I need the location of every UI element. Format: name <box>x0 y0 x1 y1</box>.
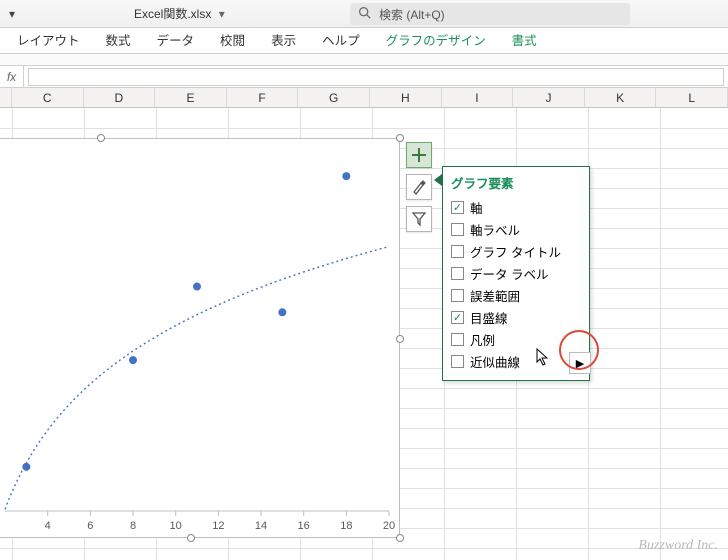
col-header[interactable]: F <box>227 88 299 107</box>
col-header[interactable]: K <box>585 88 657 107</box>
tab-view[interactable]: 表示 <box>258 28 309 54</box>
tab-review[interactable]: 校閲 <box>207 28 258 54</box>
svg-text:6: 6 <box>87 520 93 532</box>
svg-text:14: 14 <box>255 520 267 532</box>
chart-element-label: 軸ラベル <box>470 220 520 239</box>
chart-element-label: グラフ タイトル <box>470 242 561 261</box>
col-header[interactable]: D <box>84 88 156 107</box>
chart-element-item[interactable]: ✓ 目盛線 <box>451 306 581 328</box>
chart-element-item[interactable]: データ ラベル <box>451 262 581 284</box>
chart-element-item[interactable]: 軸ラベル <box>451 218 581 240</box>
worksheet[interactable]: 468101214161820 グラフ要素 ✓軸軸ラベルグラフ タイトルデータ … <box>0 108 728 560</box>
chart-element-item[interactable]: 凡例 <box>451 328 581 350</box>
chart-element-item[interactable]: 近似曲線 <box>451 350 581 372</box>
chart-styles-button[interactable] <box>406 174 432 200</box>
checkbox[interactable] <box>451 223 464 236</box>
chart-element-item[interactable]: ✓軸 <box>451 196 581 218</box>
svg-text:18: 18 <box>340 520 352 532</box>
chart-element-label: 近似曲線 <box>470 352 520 371</box>
search-placeholder: 検索 (Alt+Q) <box>379 6 445 23</box>
svg-text:20: 20 <box>383 520 395 532</box>
chart-handle-tr[interactable] <box>396 134 404 142</box>
chart-elements-flyout: グラフ要素 ✓軸軸ラベルグラフ タイトルデータ ラベル誤差範囲✓目盛線凡例近似曲… <box>442 166 590 381</box>
checkbox[interactable] <box>451 289 464 302</box>
quickaccess-dropdown-icon[interactable]: ▾ <box>0 7 24 21</box>
col-header[interactable]: L <box>656 88 728 107</box>
watermark: Buzzword Inc. <box>638 538 718 554</box>
formula-input[interactable] <box>28 68 724 86</box>
filename[interactable]: Excel関数.xlsx ▾ <box>134 5 225 22</box>
filename-text: Excel関数.xlsx <box>134 7 211 21</box>
chart-handle-top[interactable] <box>97 134 105 142</box>
svg-text:16: 16 <box>298 520 310 532</box>
column-headers: C D E F G H I J K L <box>0 88 728 108</box>
chart-element-item[interactable]: 誤差範囲 <box>451 284 581 306</box>
ribbon-strip <box>0 54 728 66</box>
col-header[interactable]: H <box>370 88 442 107</box>
tab-chart-format[interactable]: 書式 <box>499 28 550 54</box>
chart-element-label: 軸 <box>470 198 483 217</box>
title-bar: ▾ Excel関数.xlsx ▾ 検索 (Alt+Q) <box>0 0 728 28</box>
flyout-arrow-icon <box>434 174 442 186</box>
chart-filters-button[interactable] <box>406 206 432 232</box>
checkbox[interactable]: ✓ <box>451 311 464 324</box>
flyout-submenu-arrow[interactable]: ▶ <box>569 352 591 374</box>
flyout-title: グラフ要素 <box>451 173 581 192</box>
checkbox[interactable] <box>451 245 464 258</box>
col-header[interactable]: C <box>12 88 84 107</box>
chart-handle-br[interactable] <box>396 534 404 542</box>
ribbon-tabs: レイアウト 数式 データ 校閲 表示 ヘルプ グラフのデザイン 書式 <box>0 28 728 54</box>
col-header-blank[interactable] <box>0 88 12 107</box>
checkbox[interactable]: ✓ <box>451 201 464 214</box>
tab-data[interactable]: データ <box>144 28 208 54</box>
tab-help[interactable]: ヘルプ <box>309 28 373 54</box>
search-box[interactable]: 検索 (Alt+Q) <box>350 3 630 25</box>
col-header[interactable]: I <box>442 88 514 107</box>
checkbox[interactable] <box>451 333 464 346</box>
chart-object[interactable]: 4 6 8 10 12 14 16 18 20 <box>0 138 400 538</box>
chart-element-label: データ ラベル <box>470 264 548 283</box>
funnel-icon <box>411 211 427 227</box>
filename-caret-icon: ▾ <box>219 7 225 21</box>
plus-icon <box>411 147 427 163</box>
brush-icon <box>411 179 427 195</box>
tab-formula[interactable]: 数式 <box>93 28 144 54</box>
chart-plot: 4 6 8 10 12 14 16 18 20 <box>0 139 401 539</box>
chart-element-item[interactable]: グラフ タイトル <box>451 240 581 262</box>
checkbox[interactable] <box>451 267 464 280</box>
tab-chart-design[interactable]: グラフのデザイン <box>373 28 499 54</box>
chart-element-label: 誤差範囲 <box>470 286 520 305</box>
svg-text:4: 4 <box>45 520 51 532</box>
chart-handle-b[interactable] <box>187 534 195 542</box>
checkbox[interactable] <box>451 355 464 368</box>
svg-text:10: 10 <box>170 520 182 532</box>
search-icon <box>358 6 371 22</box>
svg-text:8: 8 <box>130 520 136 532</box>
tab-layout[interactable]: レイアウト <box>4 28 93 54</box>
chart-element-label: 凡例 <box>470 330 495 349</box>
chart-elements-button[interactable] <box>406 142 432 168</box>
col-header[interactable]: E <box>155 88 227 107</box>
fx-icon[interactable]: fx <box>0 66 24 87</box>
col-header[interactable]: G <box>298 88 370 107</box>
chart-element-label: 目盛線 <box>470 308 508 327</box>
col-header[interactable]: J <box>513 88 585 107</box>
formula-bar: fx <box>0 66 728 88</box>
svg-text:12: 12 <box>212 520 224 532</box>
chart-handle-r[interactable] <box>396 335 404 343</box>
